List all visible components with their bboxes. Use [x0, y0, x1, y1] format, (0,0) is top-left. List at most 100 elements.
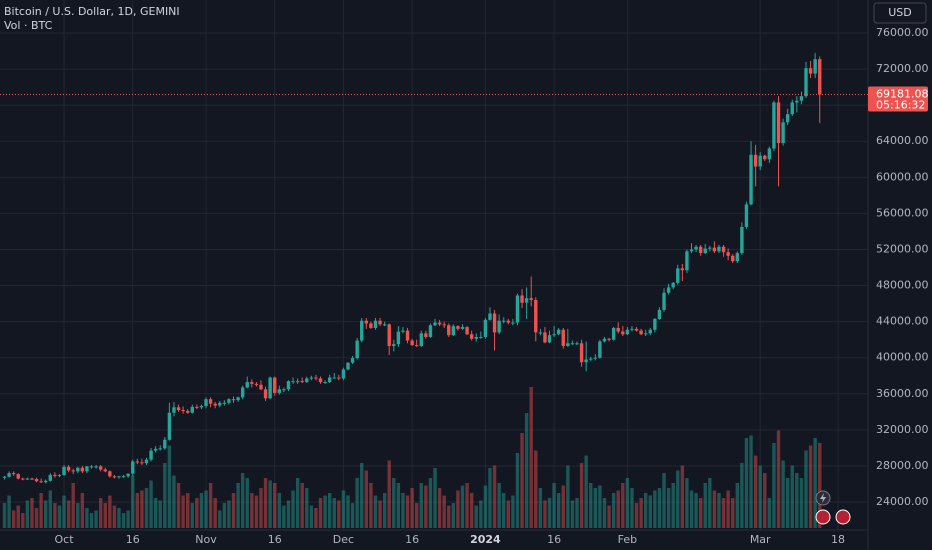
- candle-body: [680, 268, 685, 271]
- icon[interactable]: [835, 509, 851, 525]
- volume-bar: [163, 463, 167, 528]
- candle-body: [392, 344, 396, 346]
- volume-bar: [405, 495, 410, 528]
- candle-body: [282, 389, 286, 391]
- candle-body: [117, 476, 121, 478]
- volume-bar: [355, 478, 359, 528]
- volume-bar: [570, 500, 575, 528]
- volume-bar: [176, 483, 181, 528]
- candle-body: [401, 330, 405, 332]
- volume-bar: [753, 455, 758, 528]
- candle-body: [607, 338, 611, 340]
- candle-body: [350, 358, 355, 363]
- volume-bar: [593, 488, 598, 528]
- candle-body: [488, 313, 492, 320]
- volume-bar: [726, 490, 730, 528]
- volume-bar: [305, 488, 309, 528]
- volume-bar: [350, 503, 355, 528]
- candle-body: [721, 246, 726, 253]
- candle-body: [799, 96, 804, 101]
- x-tick-label: 16: [547, 533, 561, 546]
- volume-bar: [263, 478, 268, 528]
- volume-bar: [240, 473, 245, 528]
- x-tick-label: Mar: [750, 533, 771, 546]
- candle-body: [373, 320, 378, 328]
- candle-body: [671, 282, 675, 288]
- volume-bar: [795, 473, 799, 528]
- y-tick-label: 44000.00: [876, 315, 929, 328]
- volume-bar: [318, 498, 323, 528]
- volume-bar: [21, 513, 25, 528]
- volume-bar: [708, 478, 712, 528]
- candle-body: [199, 405, 204, 408]
- candle-body: [795, 100, 799, 103]
- candle-body: [382, 324, 387, 326]
- volume-bar: [776, 430, 781, 528]
- candle-body: [639, 330, 643, 335]
- x-tick-label: Oct: [55, 533, 75, 546]
- volume-bar: [547, 498, 552, 528]
- candle-body: [456, 326, 460, 329]
- candle-body: [245, 382, 249, 388]
- volume-bar: [689, 490, 694, 528]
- axes: 24000.00 28000.00 32000.00 36000.00 40000.00…: [0, 26, 929, 546]
- volume-bar: [373, 495, 378, 528]
- volume-bar: [98, 498, 103, 528]
- volume-bar: [744, 438, 749, 528]
- candle-body: [7, 473, 11, 477]
- candle-body: [415, 345, 419, 347]
- candle-body: [337, 377, 341, 379]
- volume-bar: [456, 490, 460, 528]
- candle-body: [712, 247, 717, 252]
- candle-body: [621, 331, 625, 335]
- volume-bar: [144, 488, 149, 528]
- volume-bar: [327, 493, 332, 528]
- candle-body: [48, 474, 52, 481]
- candle-body: [364, 320, 369, 324]
- volume-bar: [497, 483, 501, 528]
- volume-bar: [89, 513, 94, 528]
- candle-body: [492, 313, 497, 333]
- candle-body: [186, 410, 190, 413]
- volume-bar: [506, 500, 510, 528]
- y-tick-label: 52000.00: [876, 242, 929, 255]
- currency-button[interactable]: [873, 2, 927, 24]
- candle-body: [749, 154, 753, 205]
- candle-body: [437, 322, 442, 325]
- volume-bar: [717, 493, 721, 528]
- candle-body: [195, 406, 199, 408]
- y-tick-label: 48000.00: [876, 279, 929, 292]
- y-tick-label: 40000.00: [876, 351, 929, 364]
- volume-bar: [85, 508, 89, 528]
- volume-bar: [740, 463, 744, 528]
- candle-body: [534, 299, 538, 333]
- volume-bar: [763, 473, 767, 528]
- candle-body: [579, 343, 584, 363]
- volume-bar: [30, 498, 34, 528]
- volume-bar: [575, 498, 579, 528]
- candle-body: [158, 448, 162, 450]
- volume-bar: [721, 498, 726, 528]
- volume-bar: [781, 460, 785, 528]
- candle-body: [804, 68, 808, 97]
- candle-body: [332, 377, 336, 379]
- candle-body: [295, 381, 300, 383]
- candle-body: [85, 466, 89, 472]
- candle-body: [447, 325, 451, 336]
- volume-bar: [190, 503, 194, 528]
- volume-bar: [34, 508, 39, 528]
- candle-body: [474, 336, 478, 339]
- y-tick-label: 76000.00: [876, 26, 929, 39]
- volume-bar: [401, 493, 405, 528]
- y-tick-label: 28000.00: [876, 459, 929, 472]
- candle-body: [305, 378, 309, 383]
- candle-body: [369, 323, 373, 328]
- candle-body: [731, 255, 735, 262]
- volume-bar: [657, 488, 662, 528]
- volume-bar: [108, 495, 112, 528]
- volume-pane: [2, 387, 822, 528]
- candle-body: [552, 334, 556, 336]
- volume-bar: [259, 488, 263, 528]
- icon[interactable]: [815, 509, 831, 525]
